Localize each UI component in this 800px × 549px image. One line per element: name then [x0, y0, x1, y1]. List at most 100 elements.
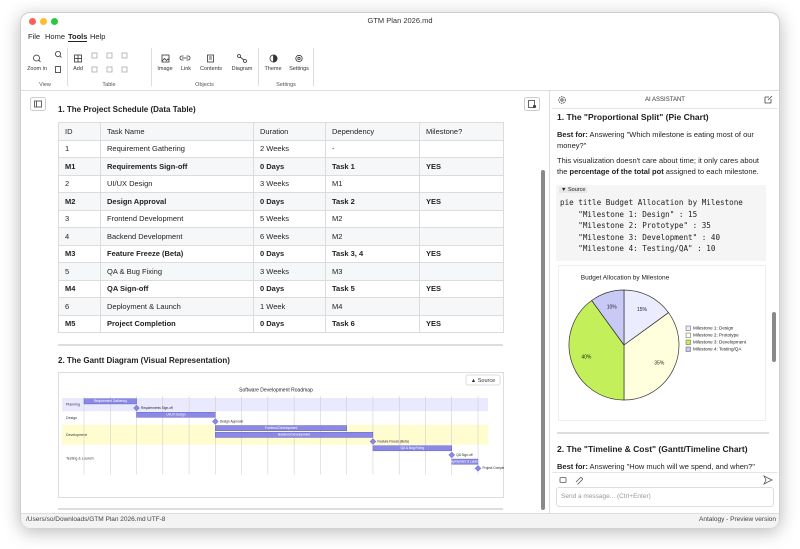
input-tools[interactable] — [559, 476, 589, 485]
group-label: Settings — [276, 82, 296, 88]
message-input[interactable]: Send a message... (Ctrl+Enter) — [556, 487, 774, 507]
milestone — [448, 451, 456, 459]
table-cell: QA & Bug Fixing — [100, 262, 254, 281]
task-label: QA & Bug Fixing — [401, 446, 425, 450]
table-cell: 0 Days — [253, 192, 326, 211]
zoom-button[interactable] — [51, 18, 58, 25]
pie-slice — [623, 312, 680, 401]
table-cell: YES — [419, 279, 504, 298]
ribbon-button[interactable]: Settings — [289, 66, 309, 72]
source-button[interactable] — [465, 374, 501, 386]
divider — [552, 108, 778, 109]
menu-item[interactable]: Tools — [68, 32, 88, 42]
milestone — [474, 465, 482, 472]
table-row: M3 Feature Freeze (Beta) 0 Days Task 3, 4 YE… — [58, 244, 504, 263]
table-cell: UI/UX Design — [100, 174, 254, 193]
ribbon-button[interactable]: Diagram — [231, 66, 253, 72]
task-bar — [215, 432, 374, 438]
table-cell — [419, 227, 504, 246]
table-cell — [419, 262, 504, 281]
panel-title: AI ASSISTANT — [645, 97, 685, 103]
ribbon-button[interactable]: Image — [157, 66, 173, 72]
sidebar-toggle[interactable] — [30, 97, 46, 111]
table-cell: 5 Weeks — [253, 209, 326, 228]
task-bar — [215, 425, 347, 431]
menu-item[interactable]: Help — [90, 32, 106, 41]
outline-toggle[interactable] — [524, 97, 540, 111]
task-label: Deployment & Launch — [449, 459, 481, 463]
task-label: UI/UX Design — [166, 413, 186, 417]
source-button-label[interactable]: ▲ Source — [471, 378, 495, 384]
bold-text: Best for: — [557, 462, 588, 471]
new-chat-icon[interactable] — [763, 95, 773, 105]
task-bar — [83, 398, 137, 405]
source-toggle[interactable]: ▼ Source — [559, 187, 588, 193]
table-cell: 6 Weeks — [253, 227, 326, 246]
text: This visualization doesn't care about ti… — [557, 156, 759, 176]
table-row: 2 UI/UX Design 3 Weeks M1 — [58, 174, 504, 193]
table-cell: M3 — [58, 244, 101, 263]
minimize-button[interactable] — [40, 18, 47, 25]
milestone-label: Project Completion — [483, 466, 505, 470]
settings-icon[interactable] — [557, 95, 567, 105]
table-row: 6 Deployment & Launch 1 Week M4 — [58, 297, 504, 316]
legend-label: Milestone 1: Design — [693, 326, 734, 331]
heading: 1. The "Proportional Split" (Pie Chart) — [557, 112, 709, 122]
ribbon-button[interactable]: Zoom in — [27, 66, 47, 72]
table-cell: Project Completion — [100, 314, 254, 333]
table-cell: YES — [419, 192, 504, 211]
scrollbar[interactable] — [772, 312, 776, 362]
table-cell: 0 Days — [253, 314, 326, 333]
status-bar — [21, 513, 779, 528]
divider — [58, 344, 503, 346]
table-cell: M1 — [58, 157, 101, 176]
column-header: Duration — [253, 122, 326, 141]
text: Answering "Which milestone is eating mos… — [557, 130, 754, 150]
table-cell: Task 1 — [325, 157, 420, 176]
table-cell: 2 Weeks — [253, 139, 326, 158]
section-label: Testing & Launch — [66, 456, 94, 460]
gantt-chart: ▲ Source Software Development Roadmap Pl… — [58, 372, 504, 498]
table-cell: YES — [419, 244, 504, 263]
milestone-label: QA Sign-off — [456, 453, 472, 457]
close-button[interactable] — [29, 18, 36, 25]
slice-label: 35% — [654, 360, 665, 366]
ribbon-button[interactable]: Link — [180, 66, 192, 72]
heading: 2. The "Timeline & Cost" (Gantt/Timeline… — [557, 444, 748, 454]
milestone-label: Design Approval — [220, 419, 244, 423]
send-button[interactable] — [763, 475, 773, 485]
table-cell: - — [325, 139, 420, 158]
ribbon-button[interactable]: Add — [73, 66, 83, 72]
milestone-label: Requirements Sign-off — [141, 406, 173, 410]
pie-slice — [591, 289, 625, 347]
ribbon-button[interactable]: Theme — [264, 66, 282, 72]
section-band — [62, 411, 488, 425]
table-cell: 0 Days — [253, 244, 326, 263]
section-label: Development — [66, 433, 87, 437]
legend-label: Milestone 2: Prototype — [693, 333, 739, 338]
table-cell: 4 — [58, 227, 101, 246]
menu-item[interactable]: Home — [45, 32, 66, 41]
pie-chart: Budget Allocation by Milestone 15% 35% 40%… — [558, 265, 766, 421]
bold-text: percentage of the total pot — [569, 166, 664, 176]
code-line: "Milestone 2: Prototype" : 35 — [560, 221, 711, 230]
table-cell: 3 — [58, 209, 101, 228]
ribbon-button[interactable]: Contents — [199, 66, 222, 72]
gantt-title: Software Development Roadmap — [239, 387, 313, 393]
table-cell: M2 — [325, 209, 420, 228]
task-label: Frontend Development — [265, 426, 298, 430]
paragraph: This visualization doesn't care about ti… — [557, 156, 769, 177]
scrollbar[interactable] — [541, 170, 545, 510]
slice-label: 15% — [637, 307, 648, 313]
legend-label: Milestone 4: Testing/QA — [693, 347, 742, 352]
code-block: ▼ Source pie title Budget Allocation by … — [556, 185, 766, 261]
slice-label: 40% — [581, 355, 592, 361]
code-line: "Milestone 1: Design" : 15 — [560, 209, 698, 219]
table-row: 1 Requirement Gathering 2 Weeks - — [58, 139, 504, 158]
legend-swatch — [685, 339, 691, 345]
table-cell — [419, 174, 504, 193]
table-row: M2 Design Approval 0 Days Task 2 YES — [58, 192, 504, 211]
task-label: Requirement Gathering — [94, 399, 127, 403]
menu-item[interactable]: File — [28, 32, 41, 41]
column-header: Dependency — [325, 122, 420, 141]
